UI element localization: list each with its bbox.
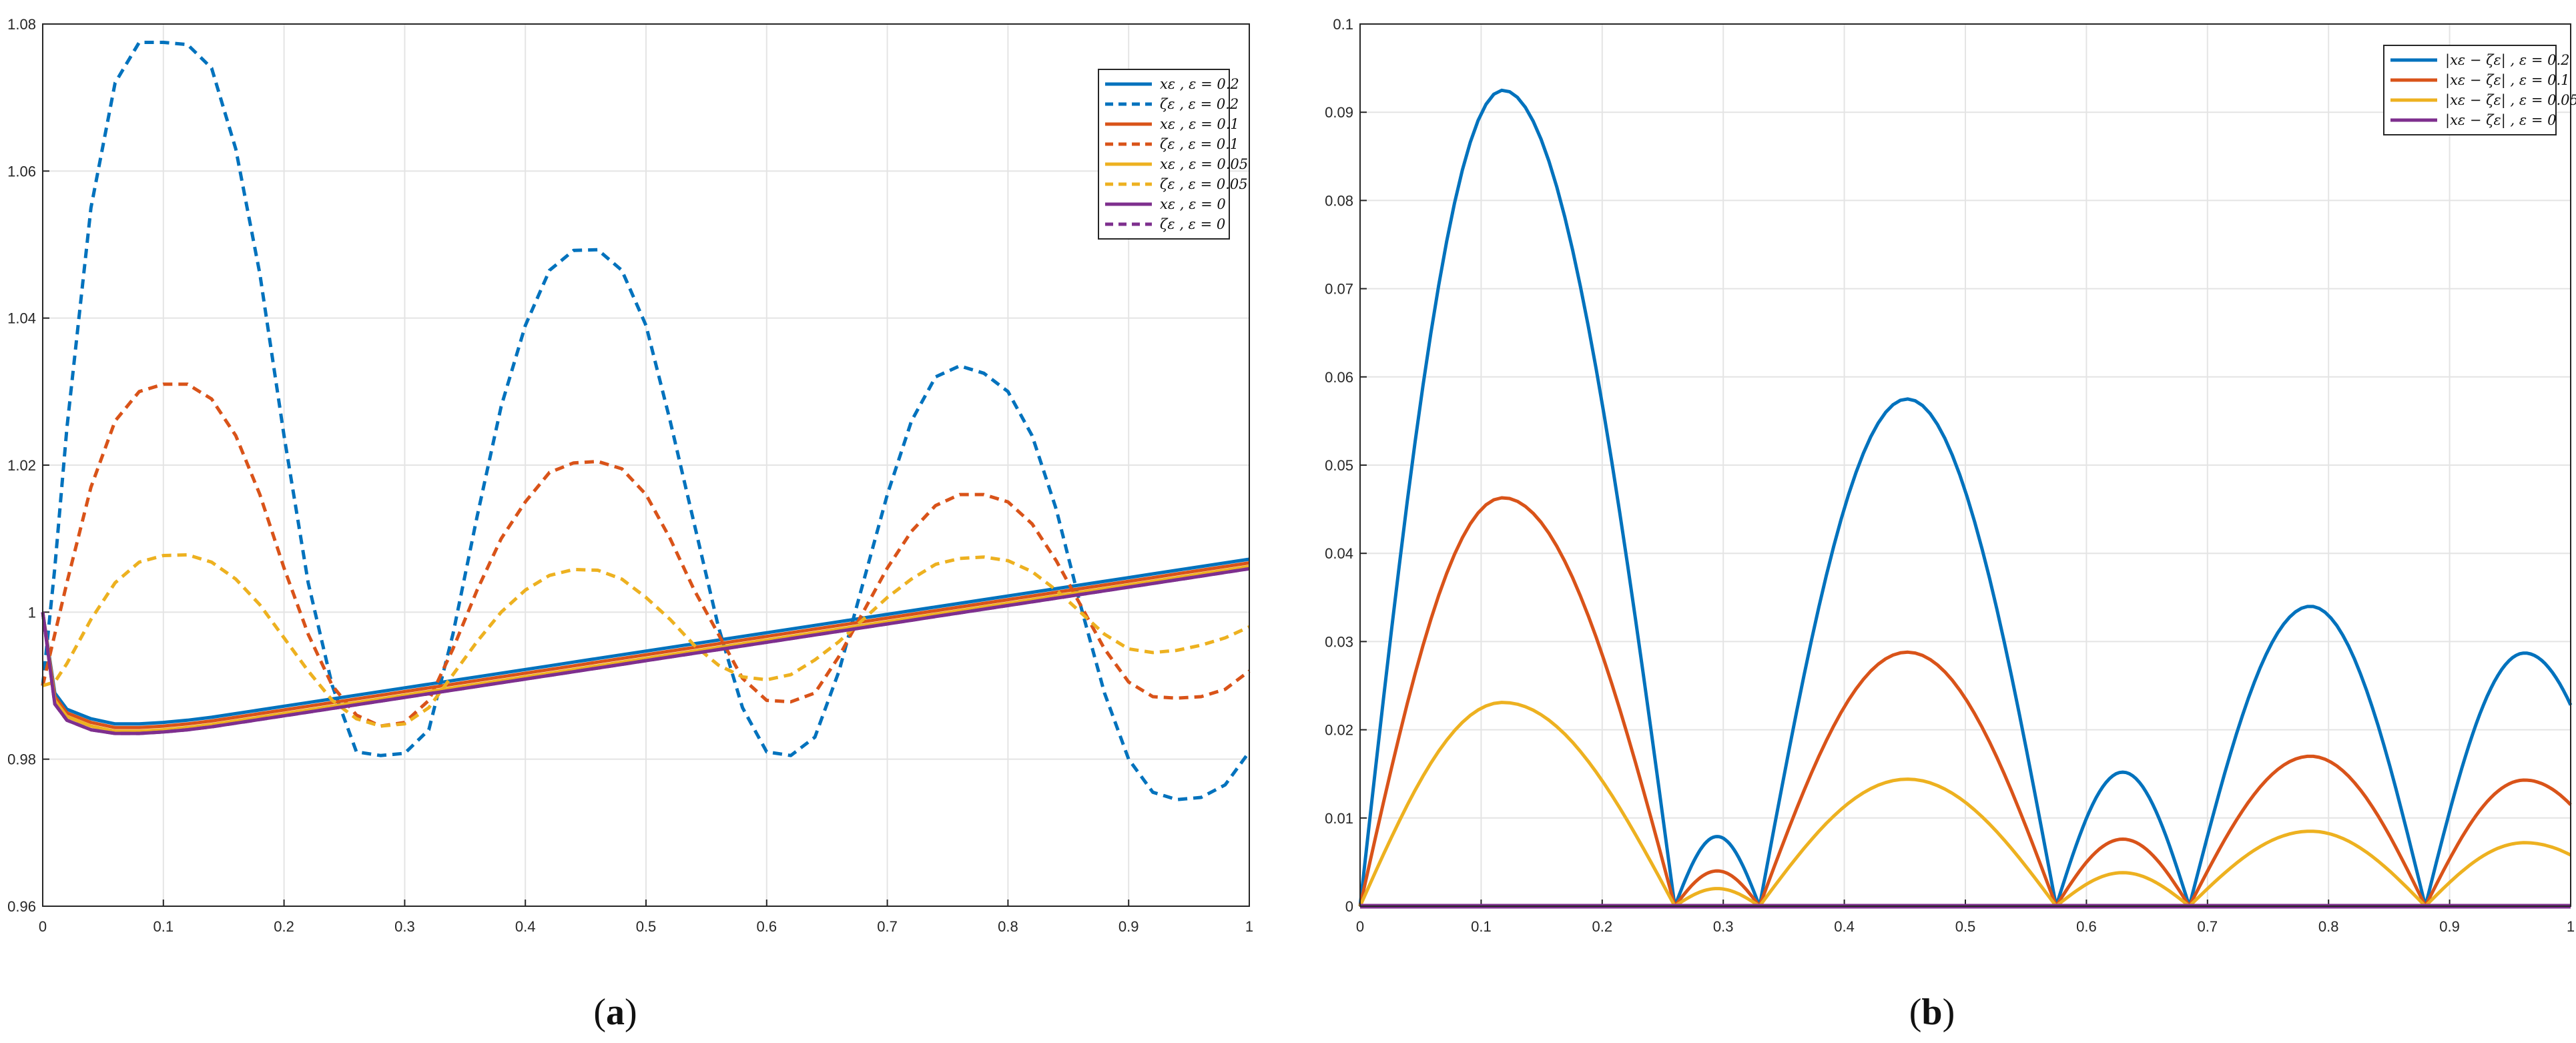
panel-a-x-tick-label: 0.9 xyxy=(1118,918,1139,935)
panel-b-x-tick-label: 1 xyxy=(2567,918,2575,935)
panel-a-legend-label: ζε , ε = 0 xyxy=(1160,216,1225,232)
panel-a-y-tick-label: 0.96 xyxy=(7,898,36,915)
panel-a-legend-label: ζε , ε = 0.2 xyxy=(1160,96,1239,112)
panel-a-x-tick-label: 0.4 xyxy=(515,918,536,935)
panel-a: 0 0.1 0.2 0.3 0.4 0.5 0.6 0.7 0.8 0.9 1 0.96 0.98 1 1.… xyxy=(7,16,1253,935)
panel-a-series-line xyxy=(41,567,1250,735)
panel-b-x-tick-label: 0.5 xyxy=(1955,918,1976,935)
panel-b-x-tick-label: 0.8 xyxy=(2318,918,2339,935)
panel-b-legend-label: |xε − ζε| , ε = 0.2 xyxy=(2445,52,2570,69)
panel-b-legend-label: |xε − ζε| , ε = 0.1 xyxy=(2445,72,2570,89)
panel-a-series-line xyxy=(41,561,1250,729)
panel-a-y-tick-label: 1.04 xyxy=(7,310,36,327)
panel-a-axes-frame xyxy=(42,23,1250,907)
panel-a-x-tick-label: 0.5 xyxy=(636,918,657,935)
panel-b-x-tick-label: 0.4 xyxy=(1834,918,1855,935)
panel-b-legend-label: |xε − ζε| , ε = 0 xyxy=(2445,112,2556,129)
panel-a-series-line xyxy=(42,553,1251,728)
caption-b: (b) xyxy=(1909,992,1955,1033)
panel-b-y-tick-label: 0.06 xyxy=(1325,369,1353,386)
panel-b-legend-label: |xε − ζε| , ε = 0.05 xyxy=(2445,92,2576,109)
panel-b-x-tick-label: 0.2 xyxy=(1592,918,1613,935)
panel-b-x-tick-label: 0.7 xyxy=(2198,918,2218,935)
panel-a-legend-label: xε , ε = 0.1 xyxy=(1160,116,1239,132)
panel-b-y-tick-label: 0.07 xyxy=(1325,281,1353,298)
panel-a-legend-label: ζε , ε = 0.1 xyxy=(1160,136,1239,152)
panel-b-x-tick-label: 0 xyxy=(1356,918,1364,935)
panel-a-legend xyxy=(1098,69,1230,240)
panel-b-y-tick-label: 0.05 xyxy=(1325,457,1353,474)
panel-b-x-tick-label: 0.9 xyxy=(2439,918,2460,935)
panel-a-x-tick-label: 0.6 xyxy=(757,918,777,935)
caption-a: (a) xyxy=(593,992,637,1033)
panel-b-x-tick-label: 0.6 xyxy=(2076,918,2097,935)
panel-a-x-tick-label: 0.8 xyxy=(998,918,1018,935)
panel-a-y-tick-label: 1.02 xyxy=(7,457,36,474)
panel-b-y-tick-label: 0 xyxy=(1345,898,1353,915)
panel-a-series-line xyxy=(41,557,1250,726)
panel-b-y-tick-label: 0.09 xyxy=(1325,104,1353,121)
panel-b-y-tick-label: 0.1 xyxy=(1333,16,1353,33)
panel-a-x-tick-label: 0.1 xyxy=(153,918,174,935)
panel-a-legend-label: xε , ε = 0.2 xyxy=(1160,76,1239,92)
panel-a-x-tick-label: 0 xyxy=(39,918,47,935)
panel-b-y-tick-label: 0.04 xyxy=(1325,545,1353,562)
panel-a-x-tick-label: 0.3 xyxy=(394,918,415,935)
panel-b: 0 0.1 0.2 0.3 0.4 0.5 0.6 0.7 0.8 0.9 1 0 0.01 0.02 0.… xyxy=(1325,16,2576,935)
panel-a-x-tick-label: 0.7 xyxy=(877,918,898,935)
panel-a-series-line xyxy=(41,41,1251,801)
panel-a-legend-label: ζε , ε = 0.05 xyxy=(1160,176,1248,192)
panel-a-y-tick-label: 1 xyxy=(28,604,36,621)
panel-b-y-tick-label: 0.03 xyxy=(1325,633,1353,650)
panel-b-y-tick-label: 0.08 xyxy=(1325,192,1353,209)
panel-b-x-tick-label: 0.1 xyxy=(1471,918,1492,935)
panel-b-y-tick-label: 0.02 xyxy=(1325,722,1353,739)
panel-b-x-tick-label: 0.3 xyxy=(1713,918,1734,935)
panel-a-x-tick-label: 0.2 xyxy=(274,918,294,935)
panel-a-x-tick-label: 1 xyxy=(1245,918,1253,935)
panel-a-series-line xyxy=(41,565,1250,733)
panel-a-legend-label: xε , ε = 0.05 xyxy=(1160,156,1248,172)
panel-a-y-tick-label: 0.98 xyxy=(7,751,36,768)
panel-a-y-tick-label: 1.06 xyxy=(7,163,36,180)
panel-a-y-tick-label: 1.08 xyxy=(7,16,36,33)
panel-b-y-tick-label: 0.01 xyxy=(1325,810,1353,827)
panel-b-axes-frame xyxy=(1359,23,2571,907)
panel-a-legend-label: xε , ε = 0 xyxy=(1160,196,1226,212)
